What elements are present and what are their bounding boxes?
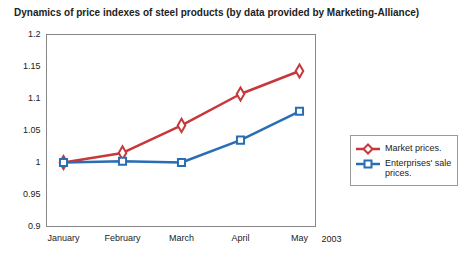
svg-text:1.05: 1.05 [23,125,41,135]
svg-text:February: February [104,233,141,243]
svg-text:May: May [291,233,309,243]
html-text:Market prices.: Market prices. [385,143,442,153]
svg-text:January: January [47,233,80,243]
svg-text:April: April [231,233,249,243]
html-text:Enterprises' sale prices.: Enterprises' sale prices. [385,158,452,178]
svg-text:1: 1 [35,157,40,167]
svg-text:March: March [169,233,194,243]
svg-text:1.2: 1.2 [28,29,41,39]
svg-text:0.95: 0.95 [23,189,41,199]
html-text:Dynamics of price indexes of s: Dynamics of price indexes of steel produ… [14,7,420,18]
svg-text:2003: 2003 [321,234,341,244]
svg-text:1.15: 1.15 [23,61,41,71]
svg-text:0.9: 0.9 [28,221,41,231]
svg-text:1.1: 1.1 [28,93,41,103]
